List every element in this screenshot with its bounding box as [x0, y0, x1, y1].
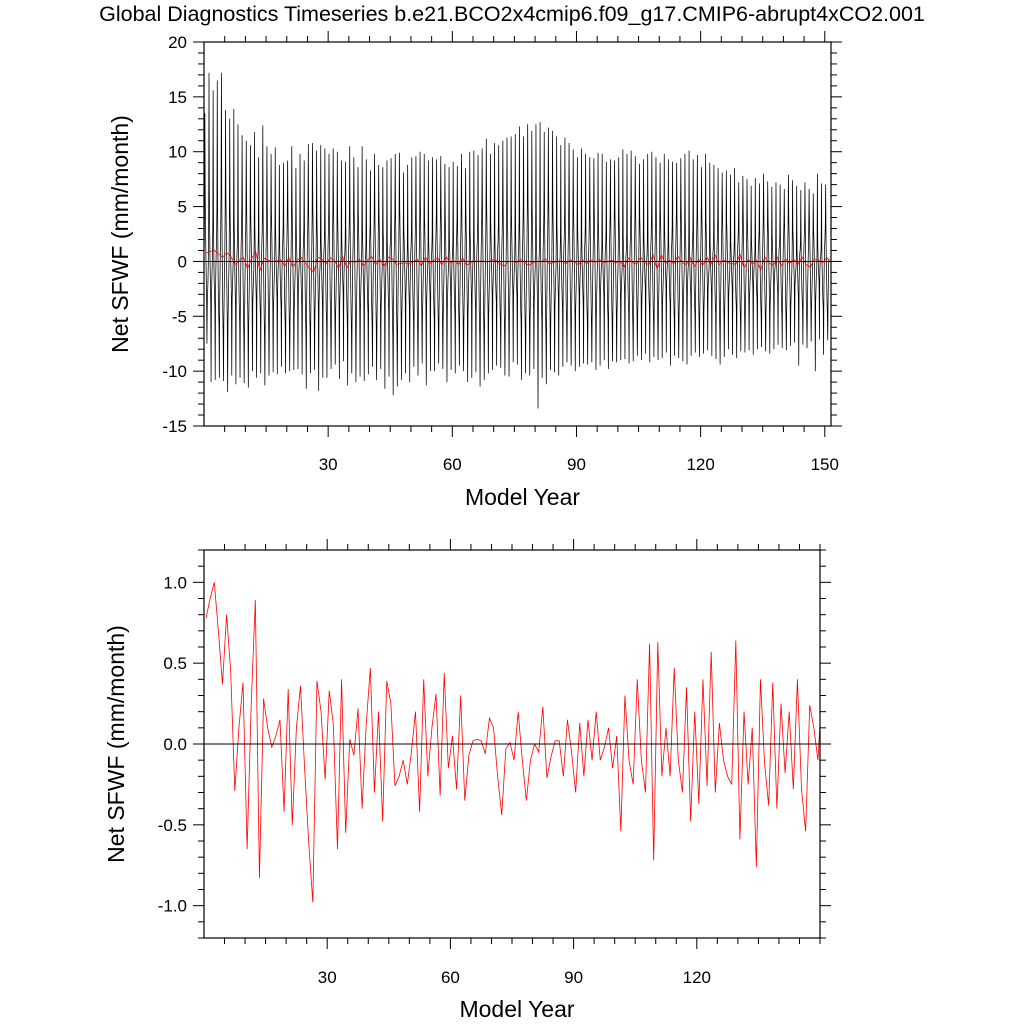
- y-tick-label: -1.0: [158, 897, 187, 916]
- y-axis-title: Net SFWF (mm/month): [103, 625, 129, 863]
- monthly-series-line: [204, 72, 830, 409]
- x-tick-label: 90: [567, 455, 586, 474]
- x-tick-label: 150: [811, 455, 839, 474]
- panel-top: -15 -10 -5 0 5 10 15 20 30 60 90 120 150 Model Year Ne…: [107, 31, 842, 510]
- y-tick-label: -0.5: [158, 816, 187, 835]
- y-tick-label: 1.0: [163, 573, 187, 592]
- y-tick-label: 15: [168, 88, 187, 107]
- y-tick-label: 10: [168, 143, 187, 162]
- annual-series-line: [205, 250, 831, 273]
- x-tick-label: 30: [318, 968, 337, 987]
- y-tick-label: -5: [172, 307, 187, 326]
- plot-area: [205, 582, 820, 903]
- figure-title: Global Diagnostics Timeseries b.e21.BCO2…: [99, 2, 925, 26]
- y-tick-label: 0: [178, 252, 187, 271]
- y-tick-label: 0.0: [163, 735, 187, 754]
- x-tick-label: 60: [443, 455, 462, 474]
- x-axis-title: Model Year: [465, 484, 580, 510]
- x-tick-label: 60: [441, 968, 460, 987]
- annual-series-line: [205, 582, 820, 903]
- y-tick-label: 0.5: [163, 654, 187, 673]
- x-tick-label: 90: [564, 968, 583, 987]
- x-tick-label: 30: [319, 455, 338, 474]
- y-tick-label: 5: [178, 198, 187, 217]
- y-axis-title: Net SFWF (mm/month): [107, 115, 133, 353]
- x-tick-label: 120: [683, 968, 711, 987]
- y-tick-label: -15: [162, 417, 187, 436]
- x-tick-label: 120: [686, 455, 714, 474]
- y-tick-label: 20: [168, 33, 187, 52]
- plot-frame: [203, 41, 832, 427]
- x-axis-title: Model Year: [459, 996, 574, 1022]
- y-tick-label: -10: [162, 362, 187, 381]
- panel-bottom: -1.0 -0.5 0.0 0.5 1.0 30 60 90 120 Model Year Net …: [103, 539, 831, 1022]
- plot-area: [204, 72, 831, 409]
